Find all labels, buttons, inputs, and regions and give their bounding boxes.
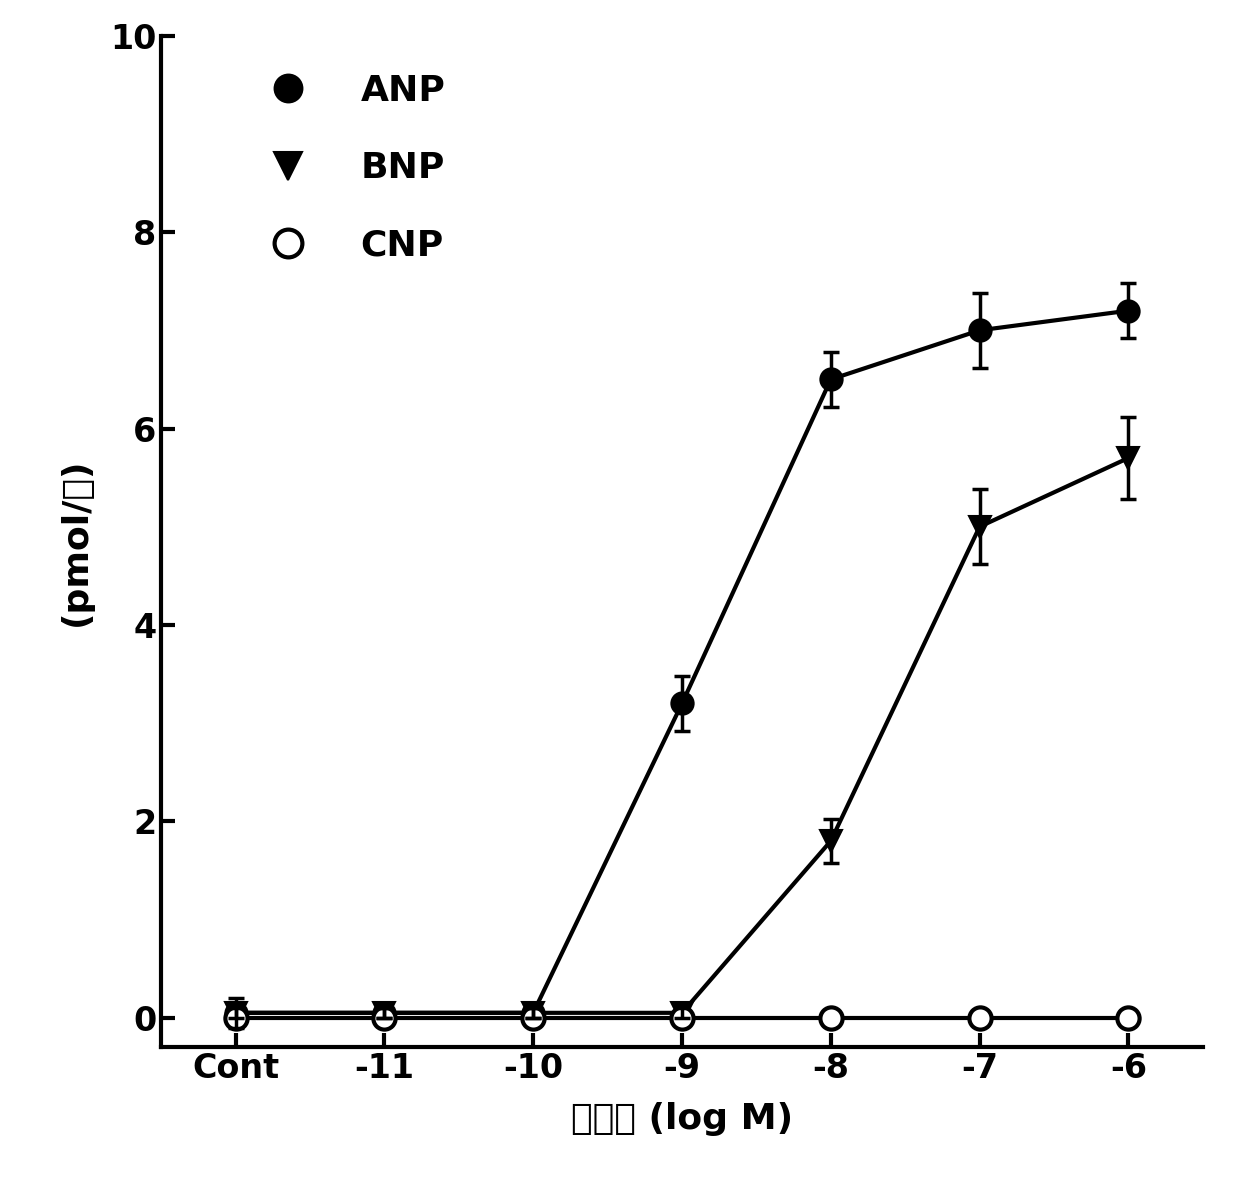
X-axis label: 肌濃度 (log M): 肌濃度 (log M) <box>570 1102 794 1135</box>
Y-axis label: (pmol/孔): (pmol/孔) <box>60 457 93 626</box>
Legend: ANP, BNP, CNP: ANP, BNP, CNP <box>252 74 445 263</box>
